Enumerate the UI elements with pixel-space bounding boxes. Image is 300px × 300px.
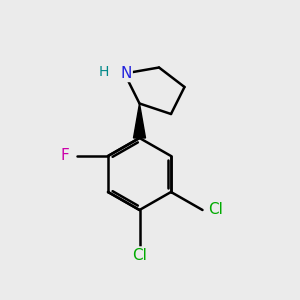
Text: H: H — [98, 65, 109, 79]
Text: Cl: Cl — [208, 202, 224, 217]
Text: Cl: Cl — [132, 248, 147, 262]
Polygon shape — [134, 103, 146, 138]
Text: N: N — [120, 66, 132, 81]
Text: F: F — [60, 148, 69, 164]
